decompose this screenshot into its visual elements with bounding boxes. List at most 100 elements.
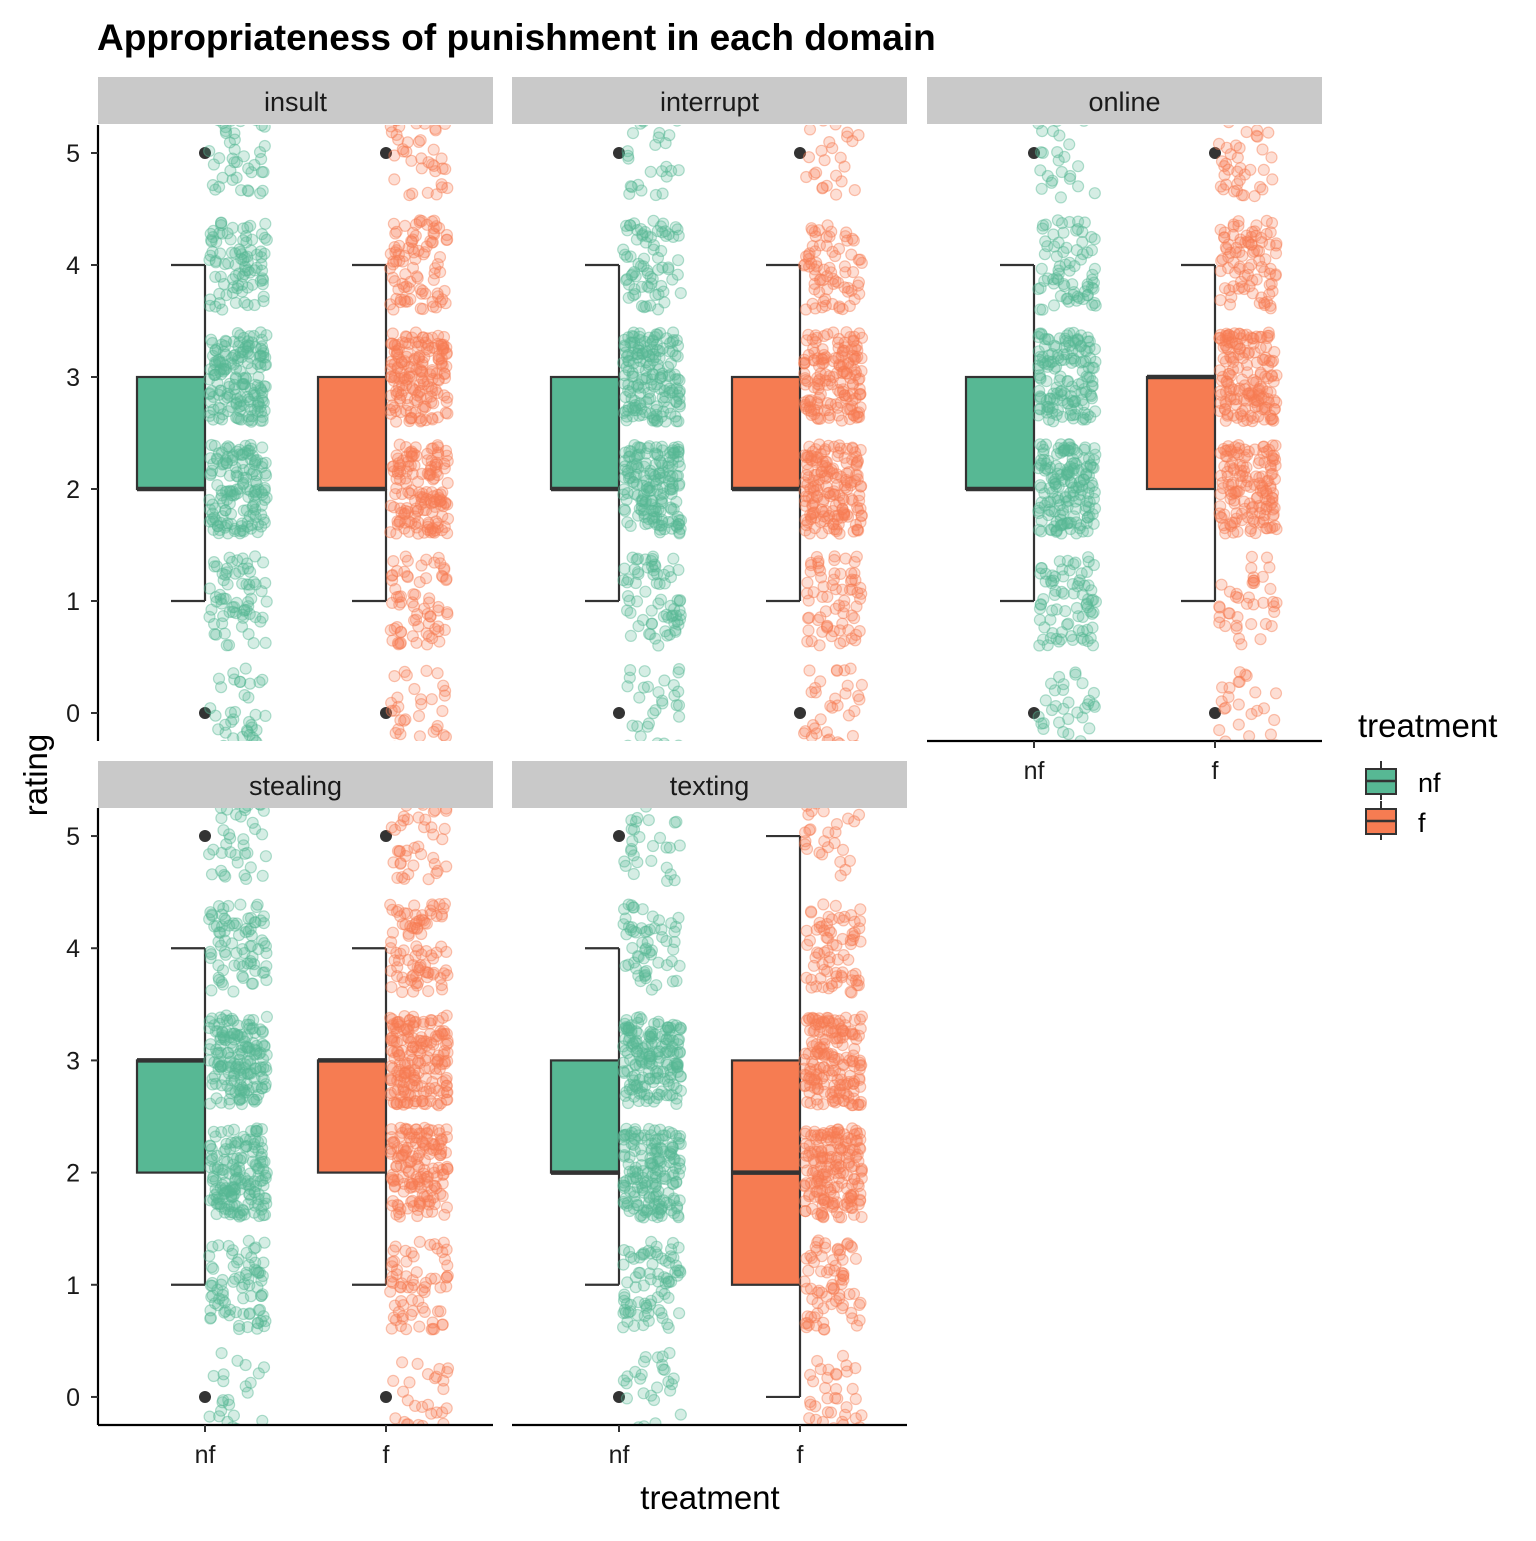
- jitter-point-insult-nf: [238, 505, 249, 516]
- jitter-point-insult-f: [403, 243, 414, 254]
- panel-plot-area-texting: [551, 786, 867, 1447]
- jitter-point-online-f: [1269, 520, 1280, 531]
- jitter-point-stealing-f: [431, 868, 442, 879]
- jitter-point-online-f: [1248, 575, 1259, 586]
- jitter-point-stealing-nf: [219, 1433, 230, 1444]
- jitter-point-interrupt-nf: [626, 393, 637, 404]
- jitter-point-insult-f: [390, 584, 401, 595]
- jitter-point-stealing-f: [385, 1286, 396, 1297]
- jitter-point-interrupt-f: [800, 525, 811, 536]
- jitter-point-interrupt-nf: [648, 244, 659, 255]
- jitter-point-online-f: [1254, 255, 1265, 266]
- jitter-point-insult-nf: [257, 674, 268, 685]
- jitter-point-interrupt-nf: [669, 369, 680, 380]
- y-tick-label: 3: [66, 1047, 80, 1075]
- jitter-point-online-nf: [1068, 413, 1079, 424]
- jitter-point-stealing-nf: [207, 1013, 218, 1024]
- jitter-point-interrupt-nf: [626, 462, 637, 473]
- jitter-point-interrupt-nf: [622, 517, 633, 528]
- jitter-point-texting-nf: [635, 1373, 646, 1384]
- jitter-point-interrupt-f: [804, 665, 815, 676]
- jitter-point-stealing-nf: [211, 1198, 222, 1209]
- jitter-point-stealing-nf: [209, 1071, 220, 1082]
- jitter-point-interrupt-f: [856, 747, 867, 758]
- jitter-point-interrupt-nf: [622, 740, 633, 751]
- jitter-point-online-nf: [1040, 695, 1051, 706]
- jitter-point-online-nf: [1047, 175, 1058, 186]
- jitter-point-stealing-f: [441, 1028, 452, 1039]
- jitter-point-stealing-nf: [206, 1144, 217, 1155]
- jitter-point-insult-f: [415, 135, 426, 146]
- jitter-point-insult-nf: [245, 220, 256, 231]
- jitter-point-stealing-f: [397, 987, 408, 998]
- jitter-point-interrupt-f: [827, 702, 838, 713]
- jitter-point-online-f: [1268, 488, 1279, 499]
- jitter-point-online-nf: [1084, 482, 1095, 493]
- jitter-point-stealing-nf: [261, 1011, 272, 1022]
- jitter-point-online-f: [1258, 164, 1269, 175]
- jitter-point-texting-nf: [673, 1212, 684, 1223]
- jitter-point-insult-f: [435, 252, 446, 263]
- jitter-point-insult-f: [441, 396, 452, 407]
- facet-panel-interrupt: interrupt: [512, 77, 907, 763]
- jitter-point-online-f: [1219, 742, 1230, 753]
- jitter-point-stealing-f: [420, 1277, 431, 1288]
- jitter-point-stealing-f: [393, 1019, 404, 1030]
- jitter-point-online-nf: [1035, 599, 1046, 610]
- jitter-point-insult-nf: [216, 682, 227, 693]
- jitter-point-online-nf: [1082, 332, 1093, 343]
- jitter-point-insult-nf: [258, 514, 269, 525]
- jitter-point-online-nf: [1087, 608, 1098, 619]
- jitter-point-stealing-f: [389, 1137, 400, 1148]
- jitter-point-online-nf: [1086, 391, 1097, 402]
- jitter-point-insult-nf: [228, 733, 239, 744]
- jitter-point-interrupt-nf: [673, 686, 684, 697]
- jitter-point-online-f: [1233, 216, 1244, 227]
- jitter-point-interrupt-f: [842, 235, 853, 246]
- jitter-point-insult-f: [389, 150, 400, 161]
- jitter-point-insult-f: [405, 488, 416, 499]
- jitter-point-insult-nf: [206, 604, 217, 615]
- jitter-point-stealing-nf: [235, 899, 246, 910]
- jitter-point-online-f: [1266, 370, 1277, 381]
- jitter-point-online-nf: [1054, 130, 1065, 141]
- jitter-point-interrupt-f: [809, 278, 820, 289]
- jitter-point-stealing-f: [387, 927, 398, 938]
- jitter-point-insult-f: [409, 684, 420, 695]
- jitter-point-interrupt-nf: [627, 476, 638, 487]
- jitter-point-insult-nf: [243, 163, 254, 174]
- jitter-point-insult-f: [402, 555, 413, 566]
- jitter-point-interrupt-nf: [649, 381, 660, 392]
- jitter-point-interrupt-f: [811, 261, 822, 272]
- jitter-point-online-nf: [1034, 746, 1045, 757]
- jitter-point-online-nf: [1035, 439, 1046, 450]
- jitter-point-interrupt-f: [830, 747, 841, 758]
- jitter-point-interrupt-f: [856, 679, 867, 690]
- jitter-point-stealing-nf: [220, 915, 231, 926]
- jitter-point-texting-nf: [647, 1259, 658, 1270]
- jitter-point-online-f: [1253, 458, 1264, 469]
- jitter-point-stealing-f: [423, 986, 434, 997]
- jitter-point-stealing-nf: [242, 1068, 253, 1079]
- jitter-point-online-f: [1233, 719, 1244, 730]
- jitter-point-interrupt-f: [799, 397, 810, 408]
- jitter-point-stealing-nf: [245, 862, 256, 873]
- jitter-point-stealing-f: [391, 1209, 402, 1220]
- jitter-point-online-nf: [1047, 402, 1058, 413]
- jitter-point-insult-nf: [210, 271, 221, 282]
- jitter-point-online-f: [1254, 517, 1265, 528]
- jitter-point-stealing-f: [386, 982, 397, 993]
- jitter-point-stealing-nf: [257, 870, 268, 881]
- jitter-point-interrupt-nf: [639, 666, 650, 677]
- jitter-point-insult-f: [424, 743, 435, 754]
- jitter-point-online-f: [1265, 462, 1276, 473]
- jitter-point-online-f: [1269, 715, 1280, 726]
- jitter-point-stealing-nf: [223, 1125, 234, 1136]
- jitter-point-insult-f: [401, 146, 412, 157]
- jitter-point-insult-nf: [229, 750, 240, 761]
- jitter-point-insult-f: [422, 524, 433, 535]
- jitter-point-interrupt-nf: [638, 682, 649, 693]
- jitter-point-online-f: [1242, 236, 1253, 247]
- jitter-point-online-f: [1236, 465, 1247, 476]
